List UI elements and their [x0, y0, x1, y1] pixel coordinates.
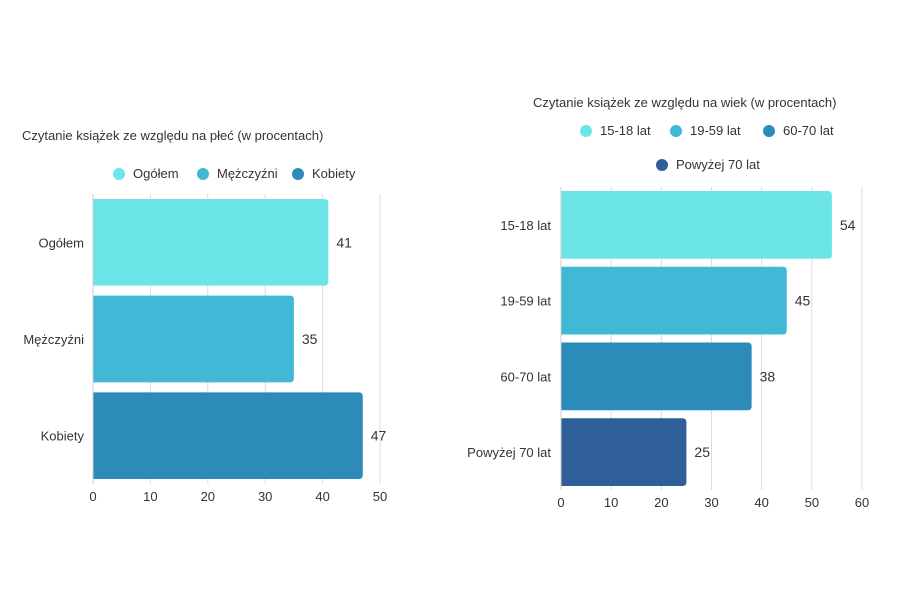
category-label: 19-59 lat [500, 294, 551, 309]
x-tick-label: 0 [557, 495, 564, 510]
x-tick-label: 0 [89, 489, 96, 504]
category-label: Mężczyźni [23, 332, 84, 347]
chart-age: Czytanie książek ze względu na wiek (w p… [450, 0, 900, 600]
legend-item-powyzej-70: Powyżej 70 lat [656, 157, 760, 172]
legend-label: Kobiety [312, 166, 356, 181]
x-tick-label: 10 [143, 489, 157, 504]
legend-label: Ogółem [133, 166, 179, 181]
legend-label: 19-59 lat [690, 123, 741, 138]
legend-item-ogolem: Ogółem [113, 166, 179, 181]
data-label: 38 [760, 368, 776, 384]
data-label: 35 [302, 331, 318, 347]
legend-swatch [197, 167, 209, 180]
data-label: 25 [694, 444, 710, 460]
legend-label: Powyżej 70 lat [676, 157, 760, 172]
category-label: Powyżej 70 lat [467, 445, 551, 460]
legend-item-kobiety: Kobiety [292, 166, 355, 181]
legend-swatch [656, 158, 668, 171]
chart-gender: Czytanie książek ze względu na płeć (w p… [0, 0, 440, 600]
legend-item-mezczyzni: Mężczyźni [197, 166, 278, 181]
legend-swatch [292, 167, 304, 180]
x-tick-label: 40 [315, 489, 329, 504]
x-tick-label: 10 [604, 495, 618, 510]
legend-item-60-70: 60-70 lat [763, 123, 834, 138]
data-label: 54 [840, 217, 856, 233]
legend-swatch [580, 124, 592, 137]
legend-swatch [763, 124, 775, 137]
bar [93, 392, 363, 479]
x-tick-label: 50 [373, 489, 387, 504]
x-tick-label: 40 [754, 495, 768, 510]
category-label: 60-70 lat [500, 369, 551, 384]
bar [561, 191, 832, 259]
chart-plot-gender: Ogółem 41 Mężczyźni 35 Kobiety 47 0 10 20 30 40 50 [23, 194, 387, 504]
legend-label: 15-18 lat [600, 123, 651, 138]
chart-title: Czytanie książek ze względu na płeć (w p… [22, 128, 324, 143]
category-label: Ogółem [38, 235, 84, 250]
bar [561, 266, 787, 335]
legend-item-19-59: 19-59 lat [670, 123, 741, 138]
category-label: 15-18 lat [500, 218, 551, 233]
legend-label: 60-70 lat [783, 123, 834, 138]
x-tick-label: 30 [704, 495, 718, 510]
legend-label: Mężczyźni [217, 166, 278, 181]
chart-title: Czytanie książek ze względu na wiek (w p… [533, 95, 837, 110]
x-tick-label: 20 [201, 489, 215, 504]
x-tick-label: 20 [654, 495, 668, 510]
legend-swatch [113, 167, 125, 180]
legend-swatch [670, 124, 682, 137]
data-label: 45 [795, 293, 811, 309]
bar [93, 199, 329, 286]
bar [561, 342, 752, 411]
x-tick-label: 30 [258, 489, 272, 504]
data-label: 47 [371, 428, 387, 444]
data-label: 41 [336, 234, 352, 250]
bar [93, 295, 294, 383]
x-tick-label: 50 [805, 495, 819, 510]
x-tick-label: 60 [855, 495, 869, 510]
chart-plot-age: 15-18 lat 54 19-59 lat 45 60-70 lat 38 Powyżej… [467, 187, 869, 510]
category-label: Kobiety [41, 429, 85, 444]
bar [561, 418, 687, 486]
legend-item-15-18: 15-18 lat [580, 123, 651, 138]
